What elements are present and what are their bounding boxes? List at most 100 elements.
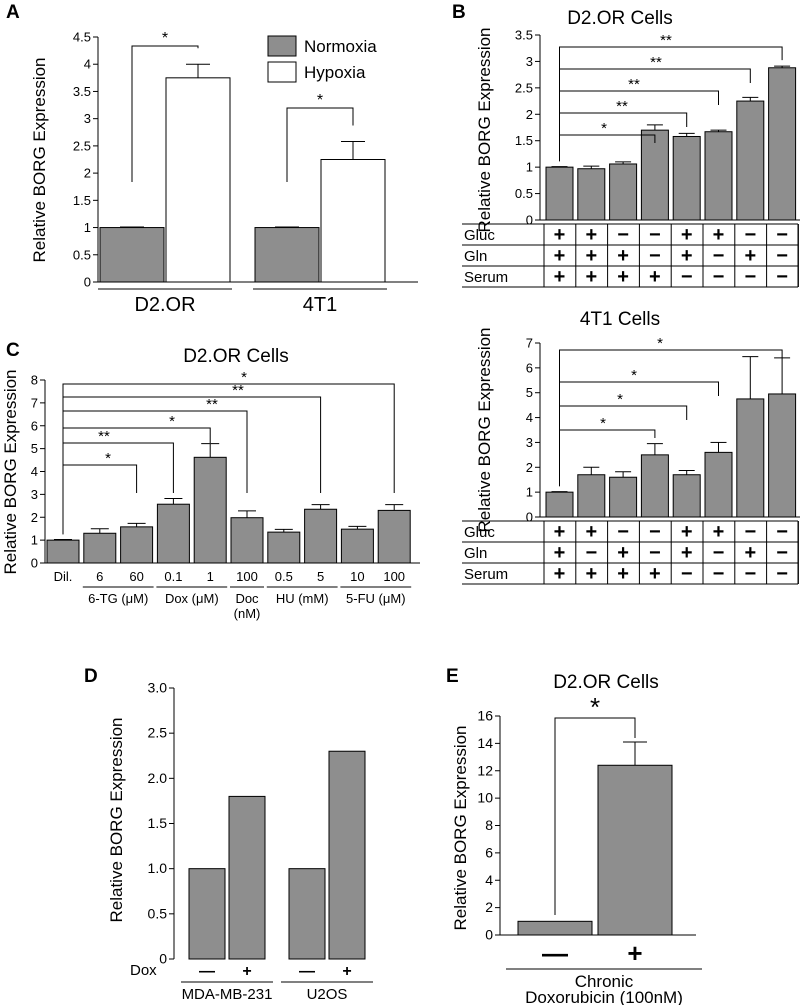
panel-c-chart: 0 1 2 3 4 5 6 7 8 Relative BORG Expression Dil. 6 60… [1, 369, 420, 621]
y-axis-label: Relative BORG Expression [107, 717, 126, 922]
x-tick-label: 0.5 [275, 569, 293, 584]
bar [577, 168, 606, 221]
condition-sign: + [681, 224, 693, 246]
x-tick-label: 0.1 [164, 569, 182, 584]
bar [120, 526, 154, 564]
bar [672, 474, 701, 518]
comparison-mark: ** [660, 32, 672, 49]
dox-sign: — [199, 963, 215, 980]
bar [609, 163, 638, 221]
condition-sign: + [649, 266, 661, 288]
condition-sign: − [713, 542, 725, 564]
comparison-bracket [62, 464, 138, 535]
y-tick-label: 0 [526, 510, 533, 525]
x-category-label: + [627, 938, 642, 968]
condition-sign: + [617, 563, 629, 585]
condition-sign: + [713, 224, 725, 246]
comparison-mark: * [105, 450, 111, 467]
y-tick-label: 1 [526, 160, 533, 175]
condition-sign: − [713, 266, 725, 288]
bar [640, 129, 669, 221]
bar [340, 528, 374, 564]
x-tick-label: Dil. [54, 569, 73, 584]
comparison-mark: * [241, 369, 247, 386]
y-tick-label: 1 [31, 533, 38, 548]
y-tick-label: 2.5 [73, 138, 91, 153]
condition-sign: + [554, 542, 566, 564]
hypoxia-bar [165, 77, 231, 283]
condition-sign: + [585, 224, 597, 246]
bar [83, 532, 117, 564]
condition-label: Gln [464, 545, 487, 562]
comparison-mark: * [631, 367, 637, 384]
y-tick-label: 10 [477, 790, 493, 806]
y-tick-label: 6 [31, 418, 38, 433]
bar [188, 868, 226, 960]
condition-sign: − [649, 521, 661, 543]
panel-e-chart: 0 2 4 6 8 10 12 14 16 Relative BORG Expression — + C… [451, 692, 702, 1005]
panel-c-title: D2.OR Cells [183, 346, 289, 367]
condition-label: Serum [464, 269, 508, 286]
drug-group-label: 5-FU (μM) [346, 591, 405, 606]
y-axis-label: Relative BORG Expression [475, 327, 494, 532]
condition-sign: − [585, 542, 597, 564]
y-tick-label: 0.5 [515, 186, 533, 201]
comparison-mark: ** [98, 428, 110, 445]
x-tick-label: 10 [350, 569, 364, 584]
bar [609, 476, 638, 518]
y-tick-label: 3 [31, 487, 38, 502]
significance-mark: * [317, 92, 323, 109]
y-tick-label: 2.5 [148, 725, 168, 741]
drug-group-label: Doc [235, 591, 259, 606]
x-tick-label: 100 [236, 569, 258, 584]
y-tick-label: 8 [31, 373, 38, 388]
condition-sign: + [554, 224, 566, 246]
legend-label: Hypoxia [304, 63, 366, 82]
x-tick-label: 1 [207, 569, 214, 584]
bar [736, 100, 765, 221]
drug-group-label: HU (mM) [276, 591, 329, 606]
x-tick-label: 6 [96, 569, 103, 584]
y-tick-label: 0 [159, 951, 167, 967]
condition-sign: − [776, 245, 788, 267]
condition-sign: − [744, 563, 756, 585]
y-tick-label: 4 [485, 872, 493, 888]
comparison-mark: * [169, 413, 175, 430]
condition-sign: + [649, 563, 661, 585]
y-tick-label: 0 [31, 556, 38, 571]
condition-sign: + [554, 521, 566, 543]
y-tick-label: 14 [477, 735, 493, 751]
condition-label: Gluc [464, 524, 495, 541]
condition-sign: + [585, 266, 597, 288]
y-axis-label: Relative BORG Expression [475, 27, 494, 232]
condition-sign: + [585, 563, 597, 585]
condition-sign: + [617, 542, 629, 564]
panel-d-chart: 0 0.5 1.0 1.5 2.0 2.5 3.0 Relative BORG Express… [107, 680, 373, 1003]
condition-sign: − [744, 224, 756, 246]
condition-label: Gluc [464, 227, 495, 244]
y-tick-label: 7 [526, 336, 533, 351]
panel-e-letter: E [446, 666, 459, 687]
condition-sign: − [649, 542, 661, 564]
significance-bracket [131, 45, 199, 182]
comparison-bracket [559, 46, 783, 162]
group-label: 4T1 [303, 294, 337, 316]
bar [704, 451, 733, 518]
y-tick-label: 4 [31, 464, 38, 479]
bar [230, 517, 264, 564]
comparison-bracket [62, 396, 322, 535]
panel-b-top-title: D2.OR Cells [567, 8, 673, 29]
bar [768, 393, 797, 518]
y-tick-label: 4 [84, 57, 91, 72]
panel-e-title: D2.OR Cells [553, 672, 659, 693]
condition-sign: − [649, 224, 661, 246]
y-tick-label: 5 [526, 385, 533, 400]
y-tick-label: 2 [526, 107, 533, 122]
drug-group-label: Dox (μM) [165, 591, 219, 606]
comparison-bracket [559, 349, 783, 487]
condition-sign: + [554, 245, 566, 267]
condition-sign: − [776, 224, 788, 246]
condition-sign: + [554, 266, 566, 288]
bar [736, 398, 765, 518]
